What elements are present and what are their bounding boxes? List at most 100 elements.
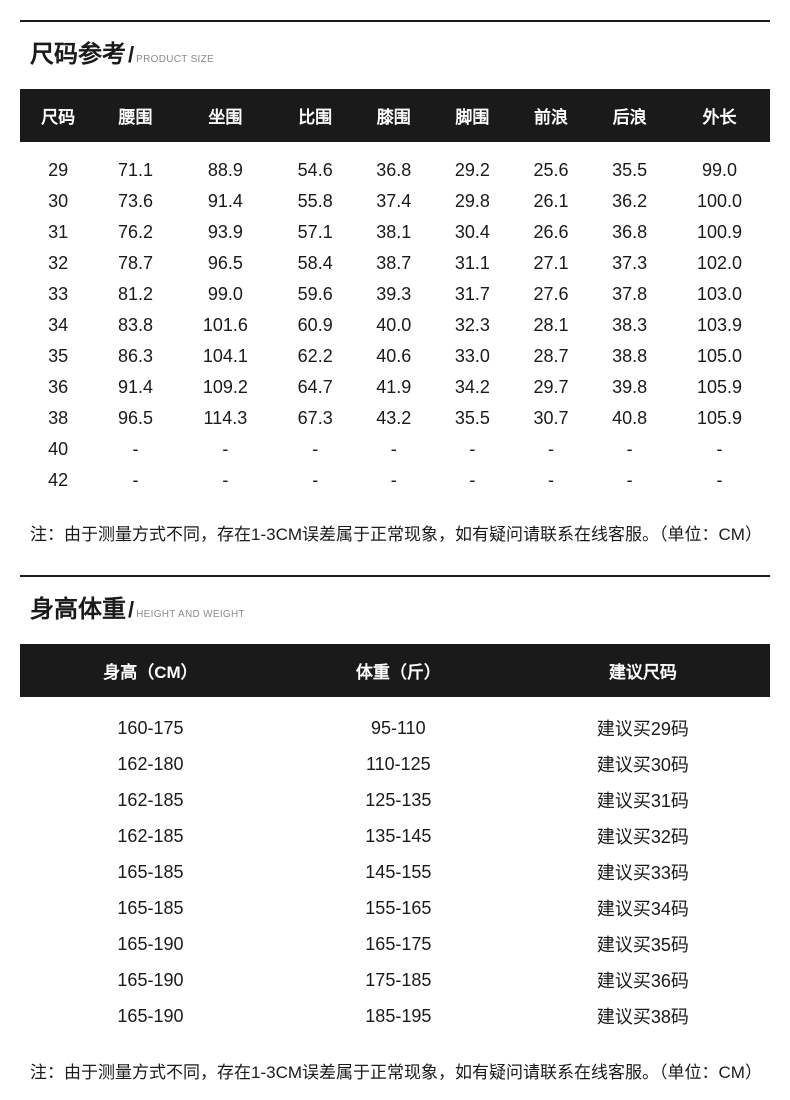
table-cell: 建议买34码 bbox=[516, 890, 770, 926]
hw-note: 注：由于测量方式不同，存在1-3CM误差属于正常现象，如有疑问请联系在线客服。（… bbox=[30, 1058, 760, 1083]
table-row: 3278.796.558.438.731.127.137.3102.0 bbox=[20, 248, 770, 279]
table-cell: 165-190 bbox=[20, 962, 281, 998]
table-cell: 88.9 bbox=[175, 142, 276, 186]
table-cell: 39.8 bbox=[590, 372, 669, 403]
table-cell: - bbox=[276, 465, 355, 496]
table-cell: 40 bbox=[20, 434, 96, 465]
table-cell: - bbox=[355, 434, 434, 465]
table-cell: 55.8 bbox=[276, 186, 355, 217]
table-cell: 37.8 bbox=[590, 279, 669, 310]
table-cell: - bbox=[669, 465, 770, 496]
table-cell: 34.2 bbox=[433, 372, 512, 403]
table-cell: - bbox=[96, 465, 175, 496]
table-cell: 30.4 bbox=[433, 217, 512, 248]
table-cell: 102.0 bbox=[669, 248, 770, 279]
table-cell: 40.8 bbox=[590, 403, 669, 434]
hw-title-cn: 身高体重 bbox=[30, 589, 126, 624]
table-cell: - bbox=[512, 465, 591, 496]
table-cell: 91.4 bbox=[96, 372, 175, 403]
hw-col-header: 体重（斤） bbox=[281, 644, 516, 697]
table-cell: 32 bbox=[20, 248, 96, 279]
table-cell: - bbox=[175, 465, 276, 496]
table-cell: 93.9 bbox=[175, 217, 276, 248]
table-cell: 29.7 bbox=[512, 372, 591, 403]
size-col-header: 后浪 bbox=[590, 89, 669, 142]
table-cell: 建议买35码 bbox=[516, 926, 770, 962]
table-cell: 36.2 bbox=[590, 186, 669, 217]
size-col-header: 腰围 bbox=[96, 89, 175, 142]
table-cell: - bbox=[96, 434, 175, 465]
hw-title-en: HEIGHT AND WEIGHT bbox=[136, 609, 245, 620]
table-row: 160-17595-110建议买29码 bbox=[20, 697, 770, 746]
table-cell: - bbox=[669, 434, 770, 465]
table-cell: 162-185 bbox=[20, 818, 281, 854]
table-row: 165-190175-185建议买36码 bbox=[20, 962, 770, 998]
table-cell: 26.1 bbox=[512, 186, 591, 217]
size-title-en: PRODUCT SIZE bbox=[136, 54, 214, 65]
table-cell: 38.1 bbox=[355, 217, 434, 248]
table-cell: 31.7 bbox=[433, 279, 512, 310]
table-cell: 38.8 bbox=[590, 341, 669, 372]
table-cell: 86.3 bbox=[96, 341, 175, 372]
size-title-row: 尺码参考 / PRODUCT SIZE bbox=[30, 34, 770, 69]
table-cell: 30 bbox=[20, 186, 96, 217]
table-cell: 33.0 bbox=[433, 341, 512, 372]
table-cell: 31 bbox=[20, 217, 96, 248]
size-col-header: 前浪 bbox=[512, 89, 591, 142]
table-cell: 104.1 bbox=[175, 341, 276, 372]
table-cell: - bbox=[355, 465, 434, 496]
table-cell: 162-180 bbox=[20, 746, 281, 782]
table-cell: 建议买29码 bbox=[516, 697, 770, 746]
table-cell: 建议买32码 bbox=[516, 818, 770, 854]
table-row: 3586.3104.162.240.633.028.738.8105.0 bbox=[20, 341, 770, 372]
size-section: 尺码参考 / PRODUCT SIZE 尺码腰围坐围比围膝围脚围前浪后浪外长 2… bbox=[0, 20, 790, 545]
table-cell: 28.7 bbox=[512, 341, 591, 372]
table-row: 3381.299.059.639.331.727.637.8103.0 bbox=[20, 279, 770, 310]
table-cell: 155-165 bbox=[281, 890, 516, 926]
table-cell: 38 bbox=[20, 403, 96, 434]
table-cell: 165-190 bbox=[20, 998, 281, 1034]
table-cell: 71.1 bbox=[96, 142, 175, 186]
table-cell: 162-185 bbox=[20, 782, 281, 818]
table-cell: 39.3 bbox=[355, 279, 434, 310]
table-cell: - bbox=[433, 465, 512, 496]
divider bbox=[20, 575, 770, 577]
table-row: 165-190185-195建议买38码 bbox=[20, 998, 770, 1034]
table-row: 3483.8101.660.940.032.328.138.3103.9 bbox=[20, 310, 770, 341]
table-cell: 59.6 bbox=[276, 279, 355, 310]
table-row: 40-------- bbox=[20, 434, 770, 465]
table-cell: 62.2 bbox=[276, 341, 355, 372]
table-cell: 25.6 bbox=[512, 142, 591, 186]
table-row: 3691.4109.264.741.934.229.739.8105.9 bbox=[20, 372, 770, 403]
table-row: 3176.293.957.138.130.426.636.8100.9 bbox=[20, 217, 770, 248]
table-cell: 135-145 bbox=[281, 818, 516, 854]
table-row: 165-185145-155建议买33码 bbox=[20, 854, 770, 890]
table-cell: 37.4 bbox=[355, 186, 434, 217]
size-col-header: 坐围 bbox=[175, 89, 276, 142]
table-row: 165-185155-165建议买34码 bbox=[20, 890, 770, 926]
table-cell: 35.5 bbox=[433, 403, 512, 434]
table-cell: 26.6 bbox=[512, 217, 591, 248]
table-cell: 54.6 bbox=[276, 142, 355, 186]
table-cell: 145-155 bbox=[281, 854, 516, 890]
table-row: 42-------- bbox=[20, 465, 770, 496]
table-cell: 73.6 bbox=[96, 186, 175, 217]
hw-col-header: 身高（CM） bbox=[20, 644, 281, 697]
table-cell: 165-185 bbox=[20, 890, 281, 926]
table-cell: - bbox=[433, 434, 512, 465]
table-row: 3896.5114.367.343.235.530.740.8105.9 bbox=[20, 403, 770, 434]
table-cell: 30.7 bbox=[512, 403, 591, 434]
table-row: 165-190165-175建议买35码 bbox=[20, 926, 770, 962]
table-cell: 110-125 bbox=[281, 746, 516, 782]
table-cell: 28.1 bbox=[512, 310, 591, 341]
table-cell: 35.5 bbox=[590, 142, 669, 186]
table-cell: 81.2 bbox=[96, 279, 175, 310]
table-cell: 165-190 bbox=[20, 926, 281, 962]
size-col-header: 脚围 bbox=[433, 89, 512, 142]
table-cell: 76.2 bbox=[96, 217, 175, 248]
size-table: 尺码腰围坐围比围膝围脚围前浪后浪外长 2971.188.954.636.829.… bbox=[20, 89, 770, 496]
size-col-header: 外长 bbox=[669, 89, 770, 142]
table-cell: 29 bbox=[20, 142, 96, 186]
table-cell: - bbox=[175, 434, 276, 465]
size-col-header: 尺码 bbox=[20, 89, 96, 142]
